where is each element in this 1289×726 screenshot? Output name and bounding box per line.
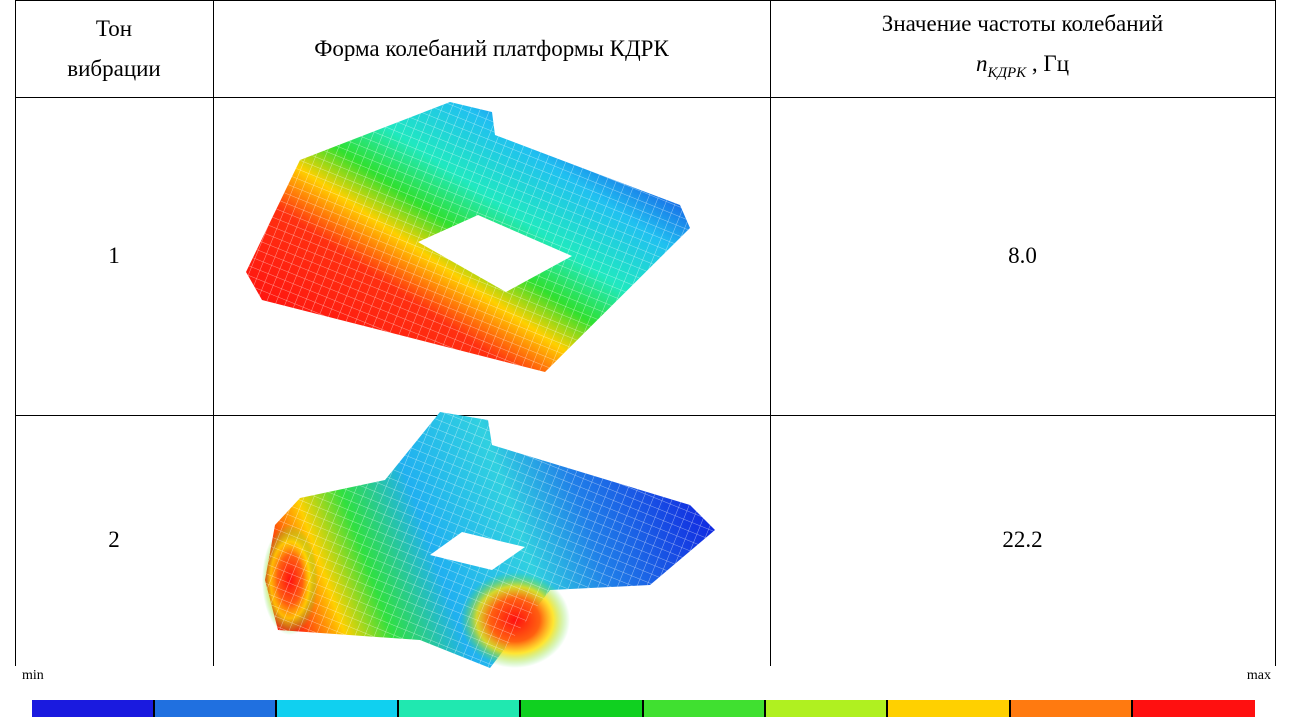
mode-shapes	[0, 0, 1289, 726]
color-bar	[32, 700, 1255, 717]
page: {"table": { "header": [ {"lines": ["Тон"…	[0, 0, 1289, 726]
legend-min: min	[22, 668, 44, 684]
legend-max: max	[1247, 668, 1271, 684]
mode-shape-2	[262, 412, 715, 668]
mode-shape-1	[246, 102, 690, 372]
